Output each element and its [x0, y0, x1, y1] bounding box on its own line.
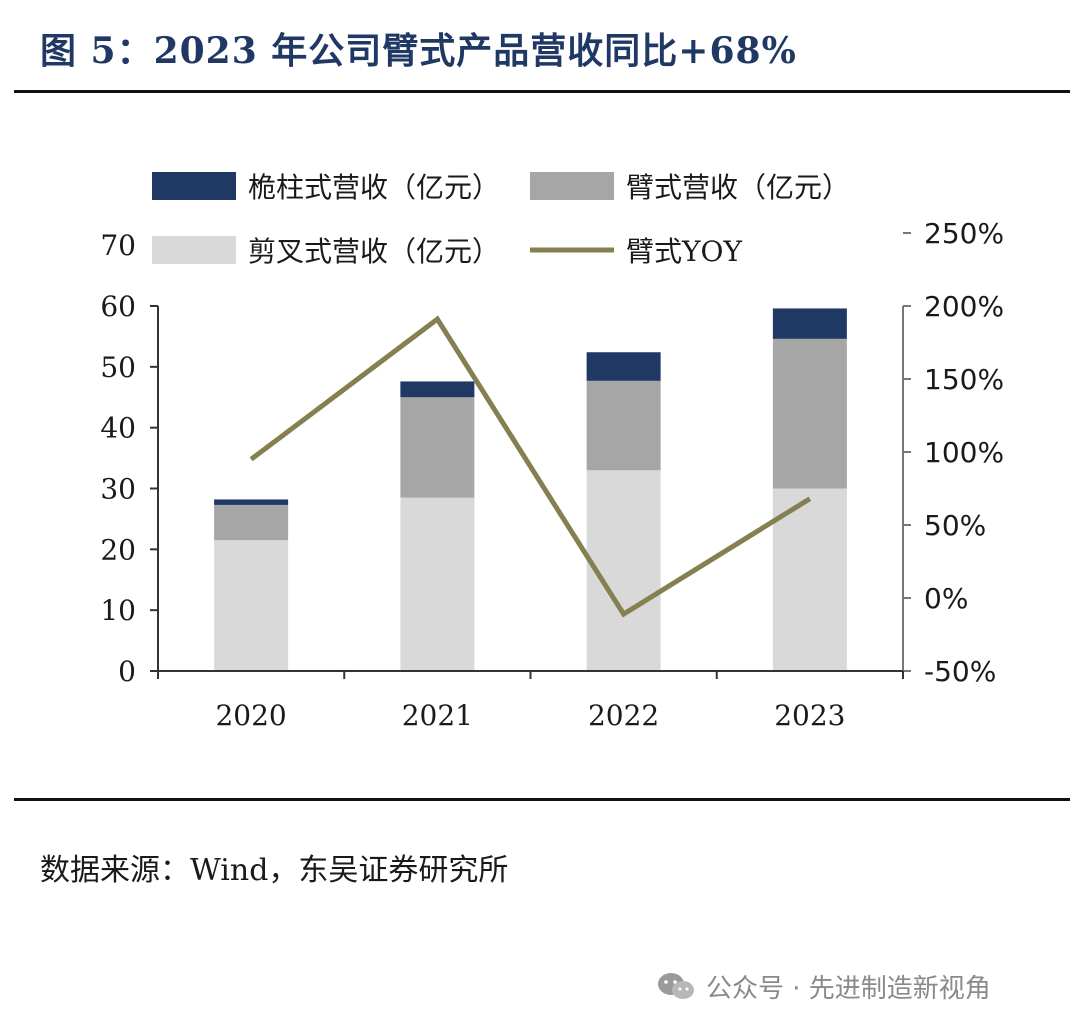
left-tick-label: 20 [100, 533, 136, 566]
bar-boom-2021 [400, 397, 475, 498]
legend: 桅柱式营收（亿元） 臂式营收（亿元） 剪叉式营收（亿元） 臂式YOY [152, 171, 850, 268]
left-tick-label: 70 [100, 229, 136, 262]
watermark-text: 公众号 · 先进制造新视角 [706, 974, 991, 1004]
left-tick-label: 30 [100, 473, 136, 506]
right-tick-label: 200% [924, 290, 1004, 323]
right-axis: -50% 0% 50% 100% 150% 200% 250% [902, 217, 1004, 688]
bar-gantry-2020 [214, 499, 289, 505]
right-tick-label: 0% [924, 582, 968, 615]
x-tick-label: 2020 [215, 699, 286, 732]
legend-swatch-scissor [152, 236, 236, 264]
right-tick-label: 50% [924, 509, 986, 542]
yoy-polyline [249, 315, 812, 618]
wechat-icon [658, 972, 694, 999]
chart-title: 图 5：2023 年公司臂式产品营收同比+68% [40, 30, 797, 72]
x-tick-label: 2022 [588, 699, 659, 732]
left-tick-label: 40 [100, 412, 136, 445]
right-tick-label: 100% [924, 436, 1004, 469]
legend-swatch-boom [530, 172, 614, 200]
bar-scissor-2020 [214, 540, 289, 671]
right-tick-label: 150% [924, 363, 1004, 396]
legend-swatch-gantry [152, 172, 236, 200]
bar-scissor-2021 [400, 497, 475, 671]
bar-boom-2023 [772, 338, 847, 489]
right-tick-label: -50% [924, 655, 996, 688]
legend-label-gantry: 桅柱式营收（亿元） [248, 171, 500, 204]
left-tick-label: 50 [100, 351, 136, 384]
bar-gantry-2023 [772, 308, 847, 339]
bar-boom-2022 [586, 380, 661, 471]
left-tick-label: 60 [100, 290, 136, 323]
yoy-line [249, 315, 812, 618]
source-note: 数据来源：Wind，东吴证券研究所 [40, 853, 509, 888]
left-tick-label: 0 [118, 655, 136, 688]
watermark: 公众号 · 先进制造新视角 [656, 968, 991, 1005]
right-tick-label: 250% [924, 217, 1004, 250]
left-tick-label: 10 [100, 594, 136, 627]
x-tick-label: 2021 [402, 699, 473, 732]
x-axis: 2020 2021 2022 2023 [157, 670, 904, 732]
bars [214, 308, 847, 671]
legend-label-boom: 臂式营收（亿元） [626, 171, 850, 204]
bar-gantry-2021 [400, 381, 475, 398]
bottom-rule [14, 798, 1070, 801]
legend-label-yoy: 臂式YOY [626, 235, 742, 268]
bar-scissor-2023 [772, 488, 847, 671]
x-tick-label: 2023 [774, 699, 845, 732]
legend-label-scissor: 剪叉式营收（亿元） [248, 235, 500, 268]
bar-boom-2020 [214, 504, 289, 541]
left-axis: 0 10 20 30 40 50 60 70 [100, 229, 159, 688]
chart-svg: 桅柱式营收（亿元） 臂式营收（亿元） 剪叉式营收（亿元） 臂式YOY 0 10 20 30 4… [100, 171, 1004, 732]
top-rule [14, 90, 1070, 93]
bar-gantry-2022 [586, 352, 661, 381]
